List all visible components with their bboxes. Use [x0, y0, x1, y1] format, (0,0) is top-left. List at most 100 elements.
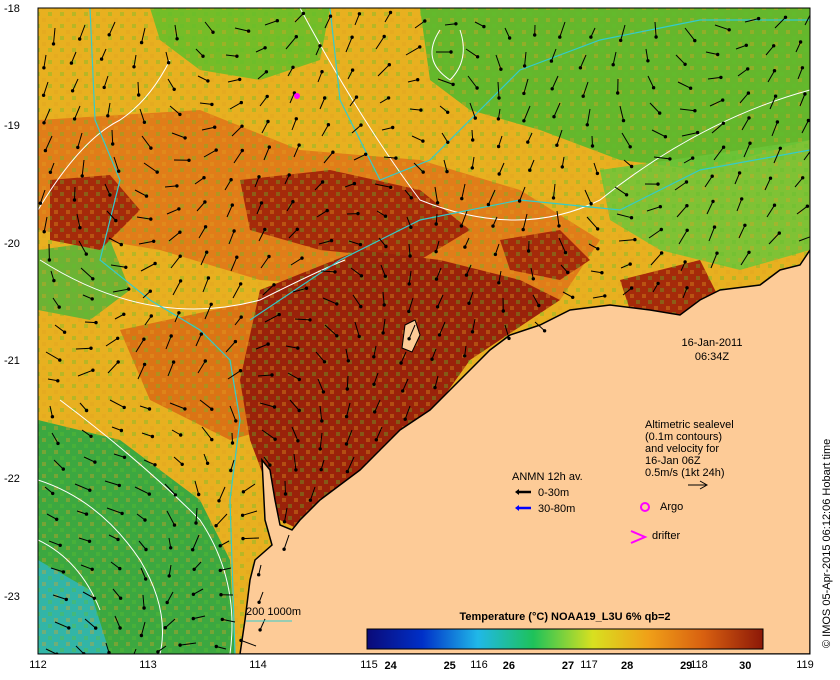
velocity-arrow	[710, 253, 718, 269]
velocity-arrow	[228, 230, 235, 245]
velocity-arrow	[230, 257, 238, 272]
velocity-arrow	[233, 150, 243, 164]
velocity-arrow-head	[122, 312, 126, 316]
velocity-arrow	[764, 177, 771, 191]
velocity-arrow	[741, 117, 750, 131]
credit-text: © IMOS 05-Apr-2015 06:12:06 Hobart time	[821, 439, 833, 648]
velocity-arrow-head	[800, 66, 805, 70]
velocity-arrow	[504, 324, 510, 339]
velocity-arrow	[138, 240, 154, 245]
velocity-arrow	[292, 287, 307, 293]
velocity-arrow	[519, 186, 526, 202]
velocity-arrow-head	[344, 442, 349, 446]
velocity-arrow-head	[663, 135, 668, 139]
velocity-arrow-head	[229, 178, 233, 182]
velocity-arrow-head	[387, 62, 391, 67]
velocity-arrow	[443, 159, 448, 172]
velocity-arrow-head	[87, 539, 92, 543]
velocity-arrow-head	[323, 96, 327, 100]
colorbar-tick-label: 24	[384, 660, 397, 672]
velocity-arrow	[324, 324, 338, 337]
velocity-arrow	[293, 144, 300, 158]
velocity-arrow-head	[421, 170, 425, 174]
velocity-arrow	[773, 148, 781, 164]
velocity-arrow	[400, 351, 407, 364]
velocity-arrow-head	[451, 82, 455, 87]
x-axis: 112 113 114 115 116 117 118 119	[29, 659, 814, 671]
velocity-arrow	[434, 186, 439, 203]
velocity-arrow	[112, 588, 121, 599]
velocity-arrow-head	[394, 156, 398, 160]
velocity-arrow	[243, 483, 256, 493]
velocity-arrow-head	[165, 600, 169, 605]
velocity-arrow	[76, 213, 81, 228]
velocity-arrow	[681, 132, 698, 137]
velocity-arrow	[195, 507, 198, 524]
velocity-arrow-head	[259, 201, 264, 205]
velocity-arrow	[654, 21, 657, 38]
velocity-arrow	[79, 24, 86, 40]
velocity-arrow	[467, 75, 478, 89]
velocity-arrow-head	[257, 573, 261, 577]
velocity-arrow-head	[80, 174, 84, 178]
velocity-arrow-head	[372, 355, 376, 359]
velocity-arrow	[101, 48, 107, 60]
velocity-arrow-head	[263, 46, 267, 50]
velocity-arrow	[377, 64, 390, 77]
argo-legend-label: Argo	[660, 501, 683, 513]
velocity-arrow	[165, 335, 172, 350]
velocity-arrow-head	[407, 282, 411, 286]
velocity-arrow	[202, 277, 209, 293]
velocity-arrow	[324, 15, 331, 29]
velocity-arrow-head	[658, 205, 662, 209]
velocity-arrow	[553, 183, 556, 198]
velocity-arrow	[799, 93, 806, 107]
velocity-arrow	[224, 179, 232, 191]
velocity-arrow-head	[300, 256, 304, 260]
velocity-arrow-head	[685, 228, 689, 232]
velocity-arrow-head	[383, 214, 388, 218]
velocity-arrow	[382, 318, 386, 333]
velocity-arrow-head	[496, 144, 501, 149]
velocity-arrow-head	[147, 407, 152, 411]
velocity-arrow	[498, 270, 502, 283]
velocity-arrow	[284, 507, 288, 522]
velocity-arrow-head	[41, 93, 46, 98]
velocity-arrow	[309, 486, 316, 501]
velocity-arrow-head	[47, 258, 52, 262]
velocity-arrow	[736, 198, 743, 212]
velocity-arrow-head	[70, 89, 75, 93]
velocity-arrow-head	[283, 492, 288, 496]
velocity-arrow	[529, 159, 535, 171]
velocity-arrow	[133, 54, 137, 67]
velocity-arrow	[229, 102, 242, 110]
velocity-arrow	[258, 229, 266, 242]
velocity-arrow	[584, 189, 592, 204]
velocity-arrow	[144, 315, 152, 326]
velocity-arrow-head	[772, 203, 777, 207]
velocity-arrow	[286, 201, 294, 212]
velocity-arrow	[556, 129, 563, 146]
velocity-arrow-head	[297, 143, 301, 147]
velocity-arrow	[709, 99, 723, 107]
x-tick-label: 113	[139, 659, 157, 671]
velocity-arrow	[468, 291, 474, 304]
velocity-arrow-head	[633, 237, 637, 242]
velocity-arrow-head	[331, 150, 335, 154]
velocity-arrow	[225, 341, 236, 353]
velocity-arrow-head	[178, 643, 182, 647]
velocity-arrow	[107, 102, 111, 116]
velocity-arrow-head	[658, 111, 662, 115]
velocity-arrow-head	[619, 38, 623, 43]
velocity-arrow	[137, 364, 146, 380]
velocity-arrow	[204, 21, 214, 33]
velocity-arrow	[495, 54, 502, 70]
velocity-arrow-head	[329, 238, 334, 243]
colorbar-title: Temperature (°C) NOAA19_L3U 6% qb=2	[459, 611, 670, 623]
velocity-arrow-head	[149, 314, 153, 318]
velocity-arrow-head	[683, 260, 687, 264]
velocity-arrow-head	[578, 66, 583, 70]
velocity-arrow-head	[239, 315, 243, 319]
velocity-arrow	[222, 618, 236, 623]
velocity-arrow-head	[308, 498, 313, 502]
